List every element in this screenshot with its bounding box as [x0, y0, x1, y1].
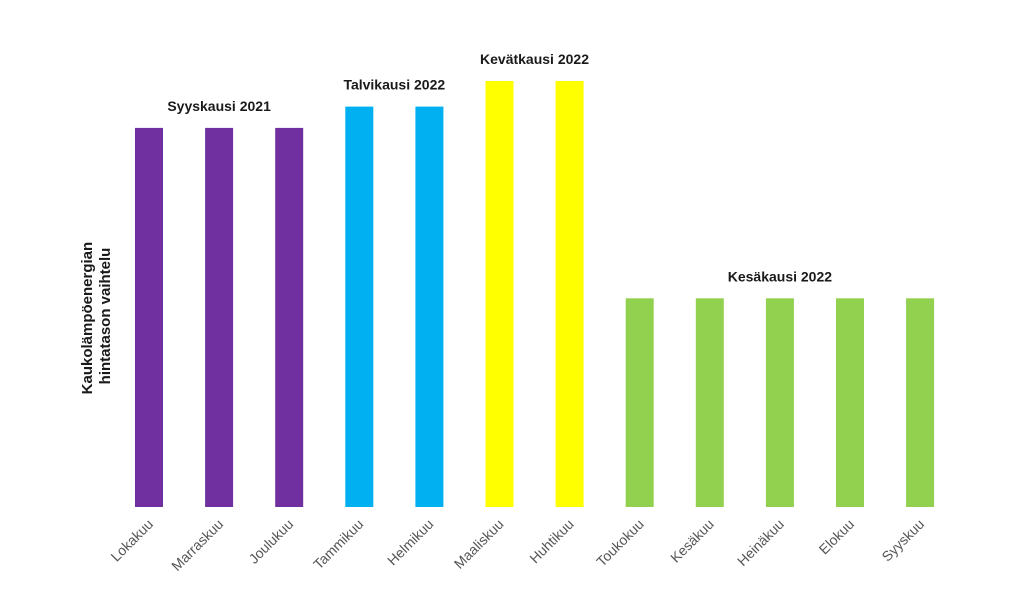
x-tick-labels: Lokakuu Marraskuu Joulukuu Tammikuu Helmikuu…: [107, 516, 927, 574]
bar-lokakuu: [135, 127, 163, 508]
bar-maaliskuu: [485, 81, 514, 507]
bar-kesäkuu: [695, 298, 724, 507]
x-tick-label: Heinäkuu: [734, 516, 787, 569]
x-tick-label: Huhtikuu: [526, 516, 576, 566]
bar-syyskuu: [906, 298, 935, 507]
season-label: Talvikausi 2022: [343, 77, 445, 93]
bar-toukokuu: [625, 298, 654, 507]
y-axis-label-line-2: hintatason vaihtelu: [97, 248, 114, 385]
x-tick-label: Syyskuu: [878, 516, 927, 565]
season-label: Kevätkausi 2022: [480, 51, 589, 67]
bars: [135, 81, 935, 508]
season-labels: Syyskausi 2021 Talvikausi 2022 Kevätkausi …: [167, 51, 832, 284]
x-tick-label: Toukokuu: [593, 516, 647, 570]
x-tick-label: Joulukuu: [245, 516, 296, 567]
y-axis-label: Kaukolämpöenergian hintatason vaihtelu: [79, 238, 114, 395]
bar-marraskuu: [205, 127, 234, 508]
season-label: Syyskausi 2021: [167, 98, 271, 114]
x-tick-label: Maaliskuu: [451, 516, 507, 572]
x-tick-label: Elokuu: [816, 516, 858, 558]
x-tick-label: Helmikuu: [384, 516, 437, 569]
y-axis-label-line-1: Kaukolämpöenergian: [79, 242, 96, 395]
bar-huhtikuu: [555, 81, 584, 507]
bar-tammikuu: [345, 106, 374, 507]
x-tick-label: Kesäkuu: [667, 516, 717, 566]
bar-helmikuu: [415, 106, 444, 507]
season-label: Kesäkausi 2022: [728, 268, 833, 284]
bar-elokuu: [836, 298, 864, 507]
x-tick-label: Tammikuu: [310, 516, 366, 572]
bar-joulukuu: [275, 127, 304, 508]
x-tick-label: Lokakuu: [107, 516, 156, 565]
x-tick-label: Marraskuu: [168, 516, 226, 574]
bar-heinäkuu: [765, 298, 794, 507]
